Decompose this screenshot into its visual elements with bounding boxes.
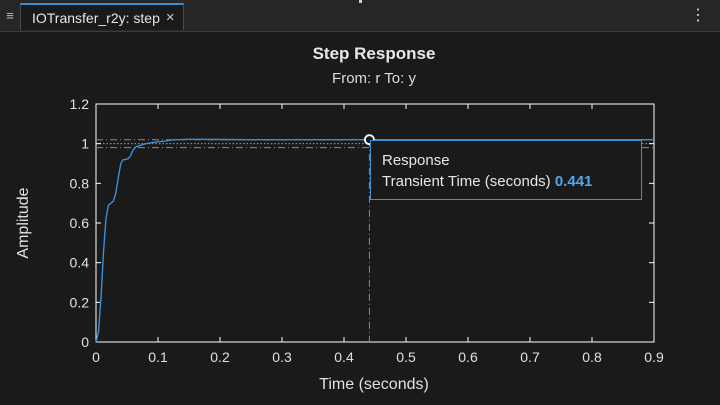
x-tick-label: 0 bbox=[92, 349, 100, 365]
x-tick-label: 0.8 bbox=[582, 349, 602, 365]
data-tip: Response Transient Time (seconds) 0.441 bbox=[370, 140, 642, 200]
x-tick-label: 0.9 bbox=[644, 349, 664, 365]
x-tick-label: 0.7 bbox=[520, 349, 540, 365]
datatip-value: 0.441 bbox=[555, 173, 593, 190]
x-tick-label: 0.5 bbox=[396, 349, 416, 365]
y-tick-label: 1.2 bbox=[70, 96, 90, 112]
y-tick-label: 0.6 bbox=[70, 215, 90, 231]
x-tick-label: 0.4 bbox=[334, 349, 354, 365]
x-tick-label: 0.1 bbox=[148, 349, 168, 365]
x-tick-label: 0.2 bbox=[210, 349, 230, 365]
y-tick-label: 0.2 bbox=[70, 294, 90, 310]
y-tick-label: 1 bbox=[81, 136, 89, 152]
x-tick-label: 0.6 bbox=[458, 349, 478, 365]
y-tick-label: 0.8 bbox=[70, 175, 90, 191]
datatip-heading: Response bbox=[382, 150, 641, 171]
y-tick-label: 0 bbox=[81, 334, 89, 350]
y-tick-label: 0.4 bbox=[70, 255, 90, 271]
x-tick-label: 0.3 bbox=[272, 349, 292, 365]
datatip-label: Transient Time (seconds) bbox=[382, 173, 551, 190]
datatip-row: Transient Time (seconds) 0.441 bbox=[382, 171, 641, 192]
